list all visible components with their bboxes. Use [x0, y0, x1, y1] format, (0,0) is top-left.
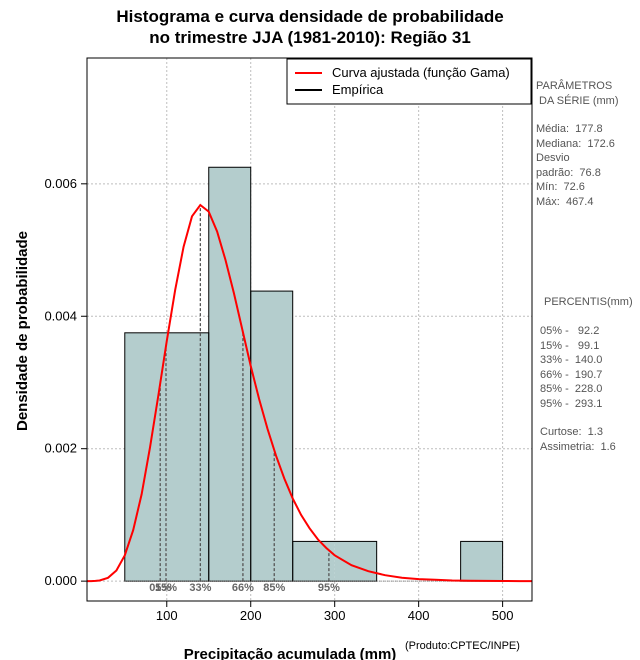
x-tick-label: 200 [240, 608, 262, 623]
histogram-bar [250, 291, 293, 582]
percentile-markers: 05%15% 33% 66% 85% 95% [149, 205, 340, 594]
axes: 100 200 300 400 500 0.000 0.002 0.004 0.006 [44, 176, 513, 623]
gamma-density-curve [87, 203, 532, 583]
series-params-title: PARÂMETROS DA SÉRIE (mm) [536, 80, 619, 107]
legend-label-curve: Curva ajustada (função Gama) [332, 65, 510, 80]
chart-title-line-1: Histograma e curva densidade de probabil… [116, 7, 504, 26]
percentiles-list: 05% - 92.2 15% - 99.1 33% - 140.0 66% - … [540, 325, 603, 410]
x-tick-label: 500 [492, 608, 514, 623]
histogram-bar-outline [292, 540, 378, 582]
percentile-label: 85% [263, 582, 285, 594]
y-tick-label: 0.000 [44, 573, 77, 588]
series-params: Média: 177.8 Mediana: 172.6 Desvio padrã… [536, 123, 615, 208]
plot-frame [86, 57, 533, 602]
percentiles-title: PERCENTIS(mm) [544, 296, 633, 308]
histogram-bar [334, 541, 377, 582]
percentile-label: 15% [155, 582, 177, 594]
percentile-label: 05% [149, 582, 171, 594]
percentile-label: 66% [232, 582, 254, 594]
chart-title-line-2: no trimestre JJA (1981-2010): Região 31 [149, 28, 471, 47]
shape-stats: Curtose: 1.3 Assimetria: 1.6 [540, 426, 616, 453]
legend-box [286, 58, 532, 105]
y-axis-label: Densidade de probabilidade [14, 231, 31, 431]
chart-title: Histograma e curva densidade de probabil… [0, 6, 620, 48]
x-axis-label: Precipitação acumulada (mm) [184, 646, 397, 660]
histogram-bars [124, 166, 532, 582]
percentile-label: 33% [189, 582, 211, 594]
x-tick-label: 300 [324, 608, 346, 623]
legend: Curva ajustada (função Gama) Empírica [286, 58, 532, 105]
legend-label-empirical: Empírica [332, 82, 384, 97]
y-tick-label: 0.002 [44, 441, 77, 456]
y-tick-label: 0.004 [44, 308, 77, 323]
histogram-bar [460, 541, 503, 582]
y-tick-label: 0.006 [44, 176, 77, 191]
x-tick-label: 400 [408, 608, 430, 623]
x-tick-label: 100 [156, 608, 178, 623]
percentile-label: 95% [318, 582, 340, 594]
histogram-bar [166, 332, 209, 582]
product-credit: (Produto:CPTEC/INPE) [405, 640, 520, 652]
histogram-bar [208, 167, 251, 582]
